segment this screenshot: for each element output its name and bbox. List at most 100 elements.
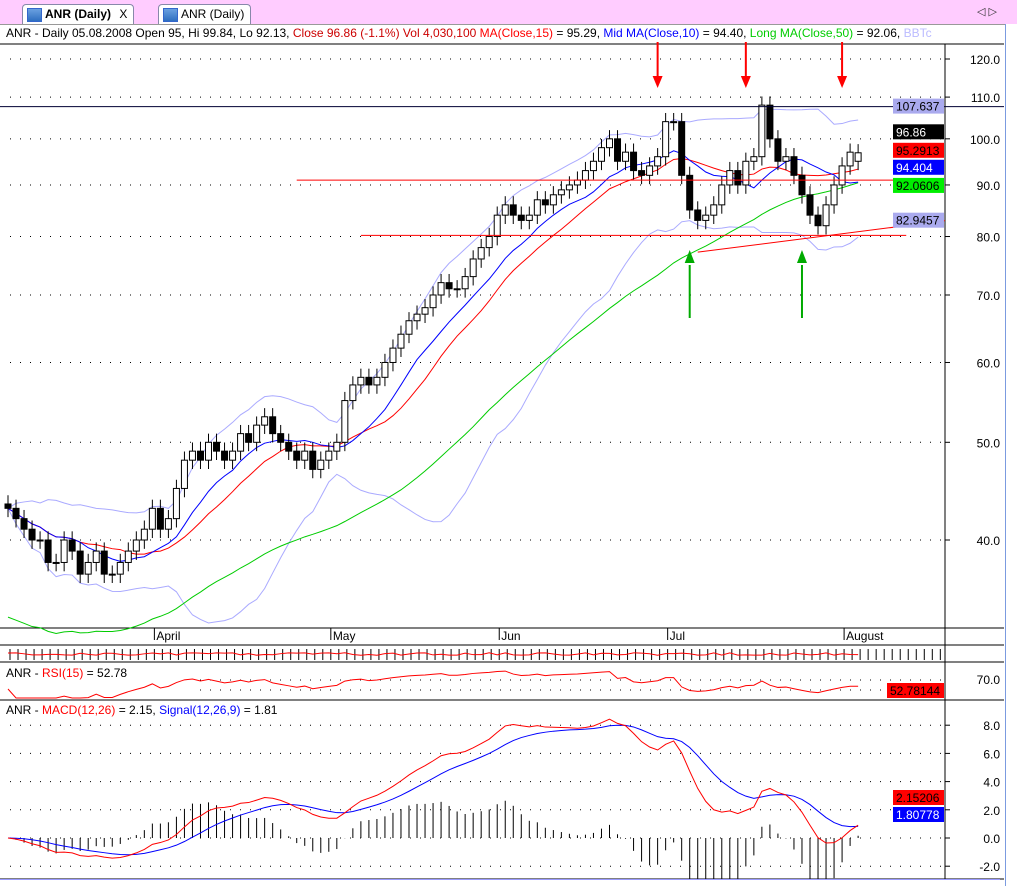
macd-ticker: ANR -	[6, 703, 42, 717]
candle-body	[285, 441, 293, 452]
candle-body	[525, 214, 533, 221]
month-label: August	[846, 629, 884, 643]
side-toolbar[interactable]	[1005, 24, 1017, 886]
candle-body	[140, 528, 148, 541]
candle-body	[293, 450, 301, 461]
rsi-header: ANR - RSI(15) = 52.78	[6, 666, 127, 680]
candle	[132, 531, 140, 560]
candle-body	[389, 347, 397, 363]
mid-ma-line	[7, 150, 859, 562]
candle-body	[429, 294, 437, 309]
candle	[397, 325, 405, 357]
tab-anr-daily-1[interactable]: ANR (Daily) X	[22, 4, 135, 24]
price-label: 107.637	[896, 100, 940, 114]
close-tab-button[interactable]: X	[119, 7, 128, 21]
tab-anr-daily-2[interactable]: ANR (Daily)	[158, 4, 252, 24]
rsi-tick-label: 70.0	[977, 673, 1001, 687]
horizontal-scrollbar[interactable]	[0, 879, 1000, 887]
price-label: 82.9457	[896, 214, 940, 228]
candle-body	[20, 518, 28, 530]
candle-body	[60, 539, 68, 563]
price-label: 96.86	[896, 125, 926, 139]
candle-body	[188, 450, 196, 461]
candle	[92, 542, 100, 572]
y-tick-label: 90.0	[977, 179, 1001, 193]
candle-body	[790, 156, 798, 176]
candle	[317, 451, 325, 479]
candle-body	[421, 307, 429, 315]
macd-tick-label: 4.0	[983, 776, 1000, 790]
candle-body	[413, 313, 421, 322]
candle	[622, 143, 630, 171]
candle-body	[758, 104, 766, 158]
candle	[461, 267, 469, 298]
candle-body	[245, 433, 253, 443]
tab-prev-icon[interactable]: ◁	[977, 6, 986, 18]
candle-body	[678, 121, 686, 176]
tab-bar: ANR (Daily) X ANR (Daily) ◁ ▷	[0, 0, 1017, 25]
header-mid-ma: Mid MA(Close,10)	[603, 26, 700, 40]
green-up-arrow-icon	[684, 250, 695, 318]
candle	[670, 112, 678, 131]
month-label: May	[333, 629, 356, 643]
candle	[678, 112, 686, 185]
signal-value-label: 1.80778	[896, 808, 940, 822]
price-label: 94.404	[896, 161, 933, 175]
price-label-box	[893, 142, 944, 158]
header-long-ma: Long MA(Close,50)	[749, 26, 854, 40]
candle	[766, 96, 774, 148]
candle-body	[782, 156, 790, 162]
candle-body	[694, 209, 702, 221]
candle	[429, 286, 437, 317]
tab-label: ANR (Daily)	[45, 7, 112, 21]
candle-body	[44, 539, 52, 563]
macd-value-box	[893, 790, 944, 805]
tab-next-icon[interactable]: ▷	[988, 6, 997, 18]
candle	[277, 424, 285, 452]
candle	[213, 433, 221, 460]
candle	[245, 424, 253, 452]
candle-body	[622, 151, 630, 162]
rsi-name: RSI(15)	[42, 666, 84, 680]
candle-body	[533, 199, 541, 216]
candle	[269, 408, 277, 443]
candle	[606, 130, 613, 157]
candle	[541, 191, 549, 214]
candle	[581, 161, 589, 189]
candle	[806, 186, 814, 225]
candle	[742, 152, 750, 194]
candle	[830, 176, 838, 214]
candle	[630, 143, 638, 180]
candle-body	[116, 561, 124, 575]
candle-body	[461, 276, 469, 290]
candle-body	[822, 204, 830, 227]
red-down-arrow-icon	[837, 42, 848, 88]
candle-body	[614, 138, 622, 162]
candle	[549, 186, 557, 214]
candle-body	[477, 247, 485, 260]
candle-body	[774, 138, 782, 162]
candle-body	[445, 282, 453, 290]
month-label: April	[156, 629, 180, 643]
candle-body	[662, 121, 670, 158]
price-label: 92.0606	[896, 179, 940, 193]
candle	[437, 273, 445, 304]
price-label: 95.2913	[896, 144, 940, 158]
arrow-head	[652, 76, 663, 88]
candle	[28, 520, 36, 549]
macd-value-label: 2.15206	[896, 791, 940, 805]
candle	[589, 152, 597, 180]
candle	[485, 227, 493, 257]
candle-body	[237, 433, 245, 452]
candle	[662, 112, 670, 166]
candle	[188, 442, 196, 470]
candle-body	[100, 550, 108, 575]
candle-body	[397, 333, 405, 349]
candle-body	[565, 184, 573, 191]
header-bbands: BBTc	[903, 26, 932, 40]
rsi-value-label: 52.78144	[890, 684, 940, 698]
candle	[702, 206, 710, 230]
candle	[798, 166, 806, 204]
candle	[469, 250, 477, 286]
